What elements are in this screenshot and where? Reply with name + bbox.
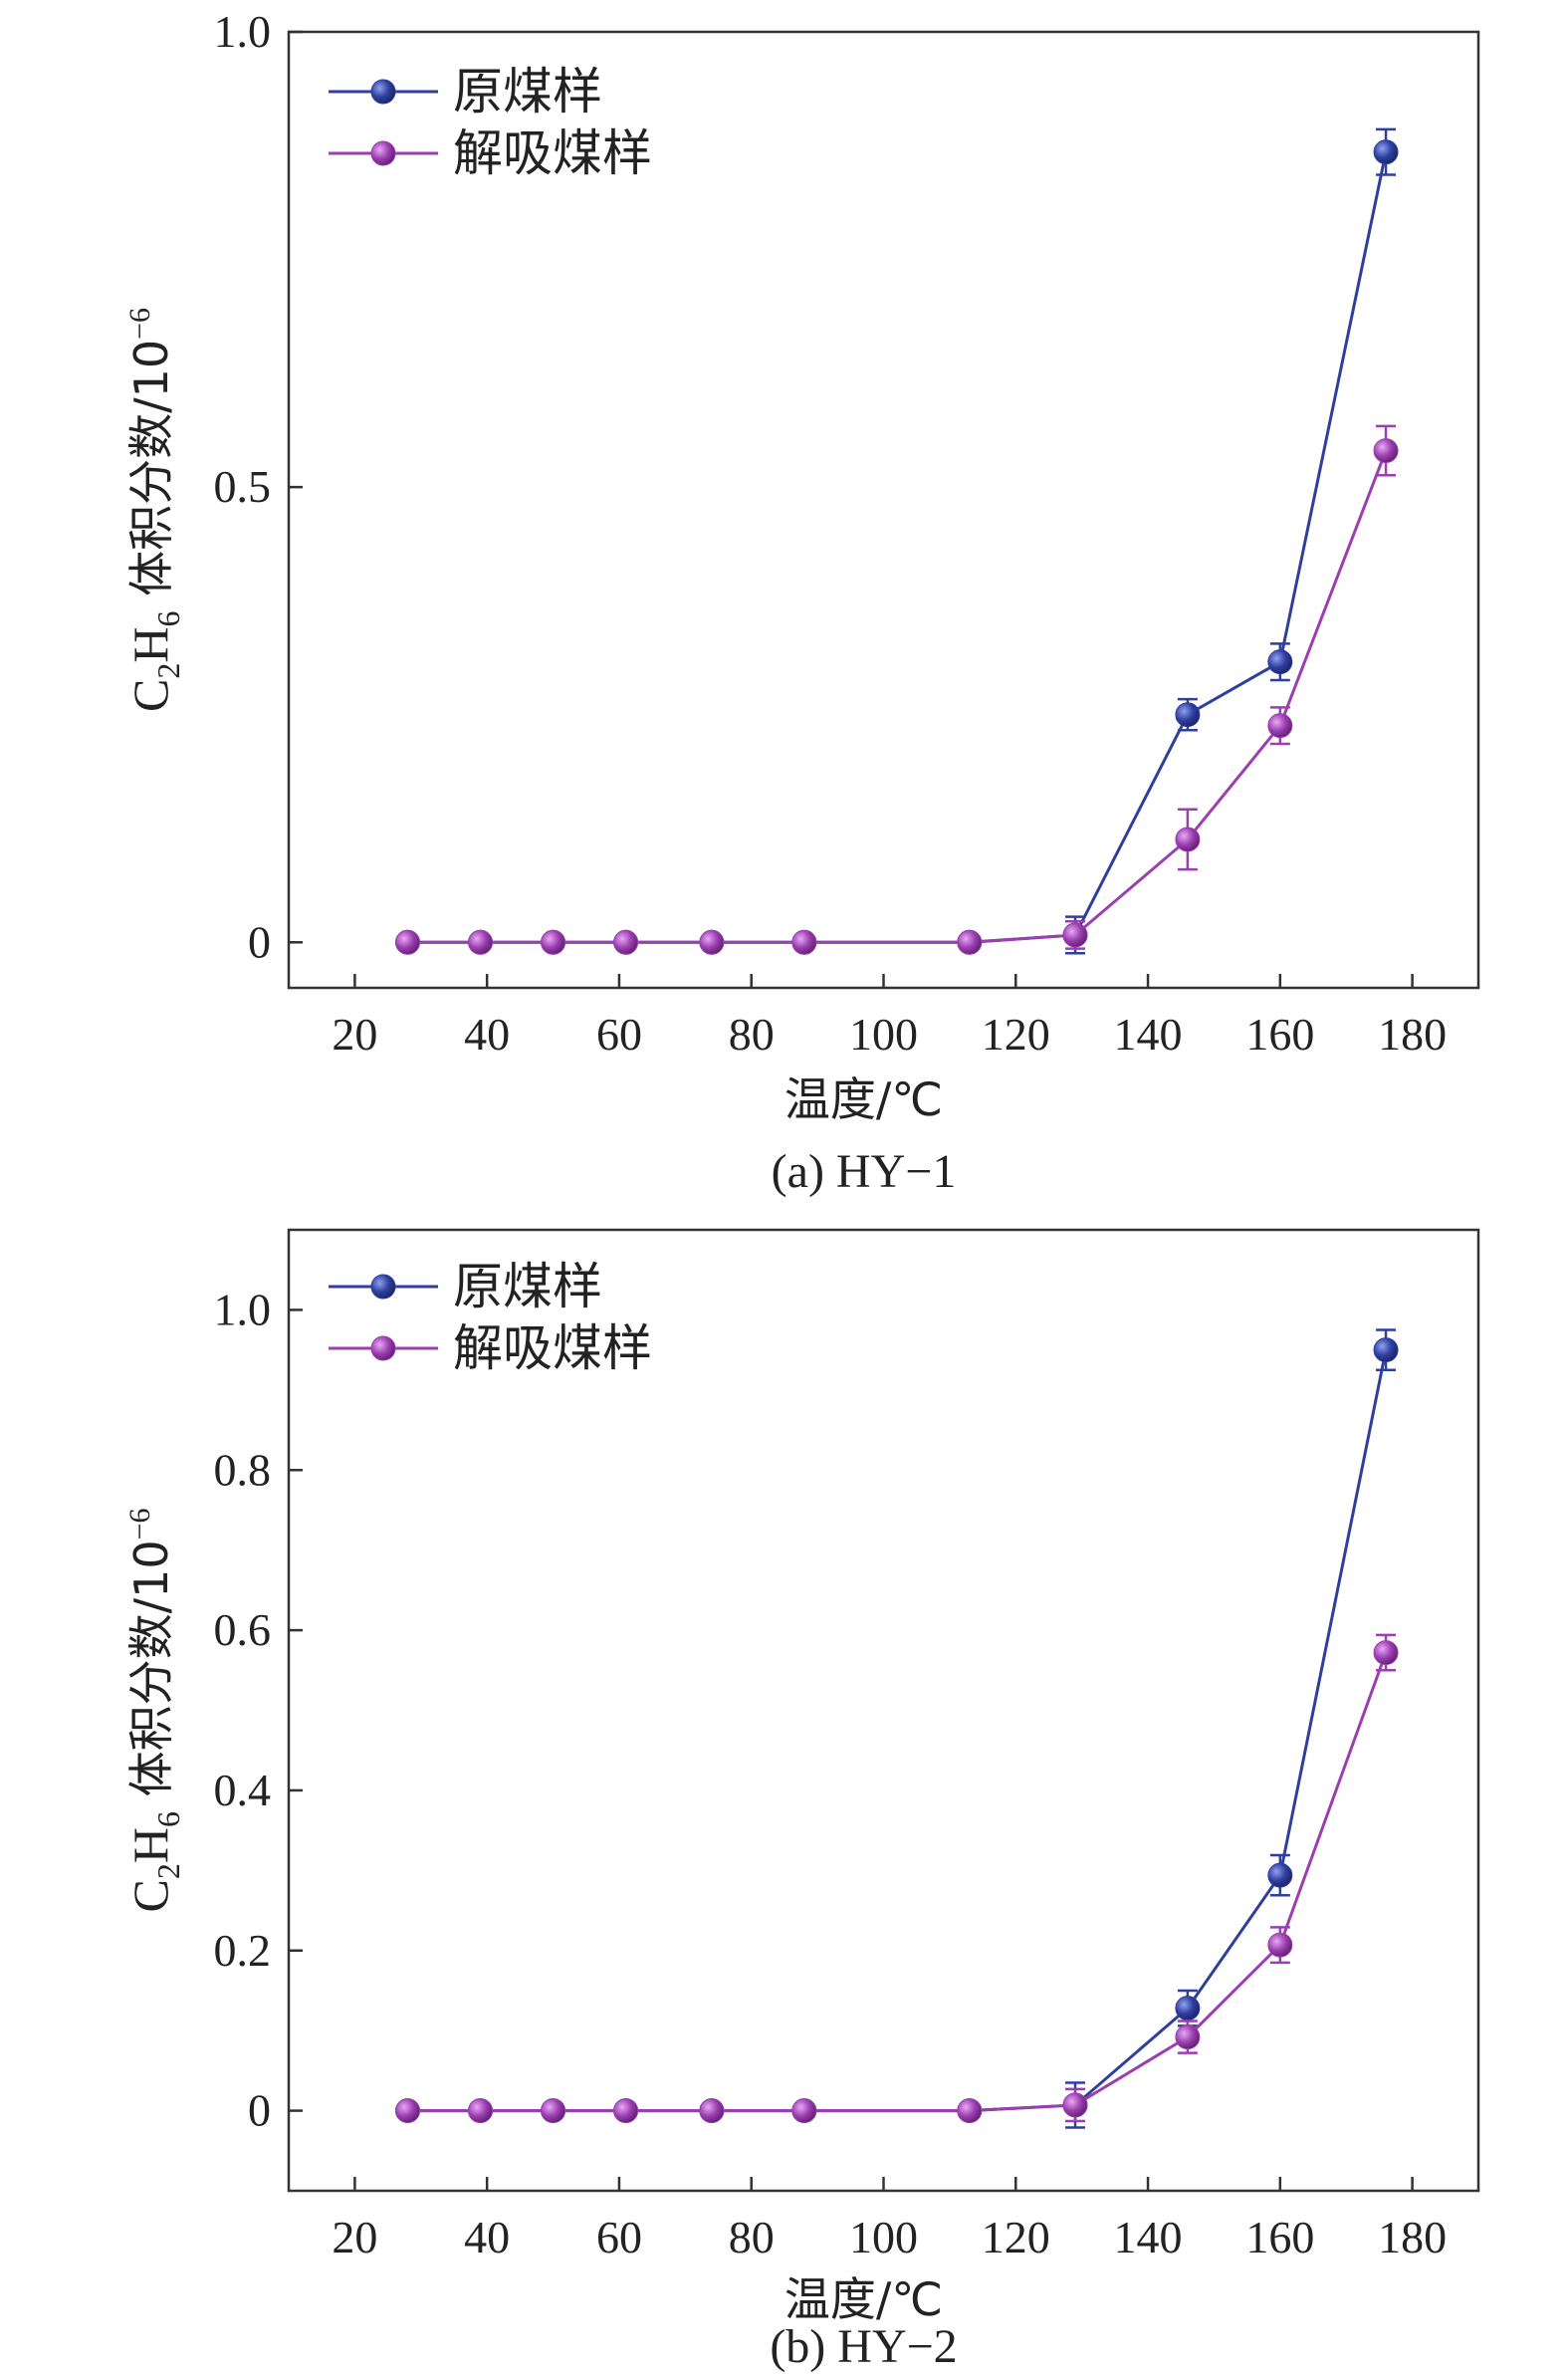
y-axis-label-part: H [122,1827,178,1863]
x-tick-label: 140 [1114,2212,1183,2262]
data-point-series-2 [1267,1932,1293,1958]
data-point-series-2 [395,2098,420,2124]
data-point-series-1 [1373,1337,1399,1363]
y-tick-label: 0.8 [214,1444,272,1495]
series-line-2 [407,1652,1388,2113]
y-axis-label-part: 体积分数/10 [124,1540,178,1811]
x-tick-label: 40 [464,2212,510,2262]
y-axis-label-part: 2 [150,1863,186,1879]
data-point-series-2 [791,929,817,955]
x-axis-label: 温度/℃ [784,1072,943,1126]
y-tick-label: 1.0 [214,6,272,57]
x-tick-label: 80 [729,1009,775,1060]
x-tick-label: 20 [332,2212,377,2262]
x-tick-label: 20 [332,1009,377,1060]
chart-caption: (a) HY−1 [772,1145,957,1198]
y-axis-label-part: C [122,1879,178,1912]
legend-label-1: 原煤样 [453,1258,602,1315]
data-point-series-2 [1062,2092,1088,2118]
y-tick-label: 0.5 [214,461,272,512]
chart-hy2: 20 40 60 80 100 120 140 160 180 0 0.2 0.4 0.6 0.8 1.0 温… [122,1228,1480,2373]
y-tick-label: 1.0 [214,1284,272,1334]
y-tick-label: 0 [248,2085,271,2136]
data-point-series-2 [791,2098,817,2124]
data-point-series-2 [395,929,420,955]
legend-marker-1 [370,1274,396,1300]
data-point-series-2 [699,2098,725,2124]
x-tick-label: 120 [982,1009,1050,1060]
data-point-series-2 [613,929,639,955]
legend-marker-2 [370,140,396,166]
data-point-series-2 [1373,438,1399,464]
legend-marker-1 [370,79,396,105]
x-tick-label: 60 [596,2212,642,2262]
y-axis-label-part: H [122,627,178,663]
x-tick-label: 120 [982,2212,1050,2262]
y-tick-label: 0.2 [214,1925,272,1976]
data-point-series-2 [613,2098,639,2124]
y-tick-label: 0.4 [214,1765,272,1815]
data-point-series-2 [541,2098,566,2124]
x-tick-label: 40 [464,1009,510,1060]
data-point-series-2 [468,2098,494,2124]
series-line-1 [407,1349,1388,2113]
legend-marker-2 [370,1335,396,1361]
data-point-series-2 [1267,713,1293,739]
x-tick-label: 80 [729,2212,775,2262]
data-point-series-2 [1175,2024,1201,2050]
data-point-series-1 [1267,1862,1293,1888]
data-point-series-1 [1373,139,1399,165]
data-point-series-1 [1175,1996,1201,2021]
y-axis-label-part: 体积分数/10 [124,340,178,611]
data-point-series-2 [541,929,566,955]
data-point-series-2 [957,929,983,955]
x-tick-label: 100 [849,2212,918,2262]
x-tick-label: 180 [1378,2212,1447,2262]
y-axis-label: C2H6 体积分数/10−6 [122,308,186,712]
chart-caption: (b) HY−2 [770,2320,957,2373]
y-axis-label-part: C [122,679,178,712]
data-point-series-2 [468,929,494,955]
chart-hy1: 20 40 60 80 100 120 140 160 180 0 0.5 1.0 温度/℃ C2H6 体… [122,6,1480,1198]
legend-label-2: 解吸煤样 [453,124,652,182]
data-point-series-1 [1175,702,1201,728]
legend-label-1: 原煤样 [453,63,602,120]
y-axis-label-part: −6 [123,308,156,340]
y-axis-label: C2H6 体积分数/10−6 [122,1508,186,1912]
x-tick-label: 60 [596,1009,642,1060]
x-tick-label: 160 [1245,1009,1314,1060]
y-axis-label-part: −6 [123,1508,156,1540]
x-tick-label: 140 [1114,1009,1183,1060]
x-tick-label: 100 [849,1009,918,1060]
y-tick-label: 0 [248,916,271,967]
data-point-series-1 [1267,649,1293,675]
y-axis-label-part: 6 [150,1811,186,1827]
y-axis-label-part: 2 [150,663,186,679]
x-tick-label: 180 [1378,1009,1447,1060]
data-point-series-2 [957,2098,983,2124]
data-point-series-2 [699,929,725,955]
y-tick-label: 0.6 [214,1604,272,1655]
series-line-1 [407,151,1388,944]
x-axis-label: 温度/℃ [784,2272,943,2326]
data-point-series-2 [1062,922,1088,948]
data-point-series-2 [1175,827,1201,852]
legend-label-2: 解吸煤样 [453,1319,652,1377]
series-line-2 [407,450,1388,944]
y-axis-label-part: 6 [150,611,186,627]
data-point-series-2 [1373,1640,1399,1666]
x-tick-label: 160 [1245,2212,1314,2262]
